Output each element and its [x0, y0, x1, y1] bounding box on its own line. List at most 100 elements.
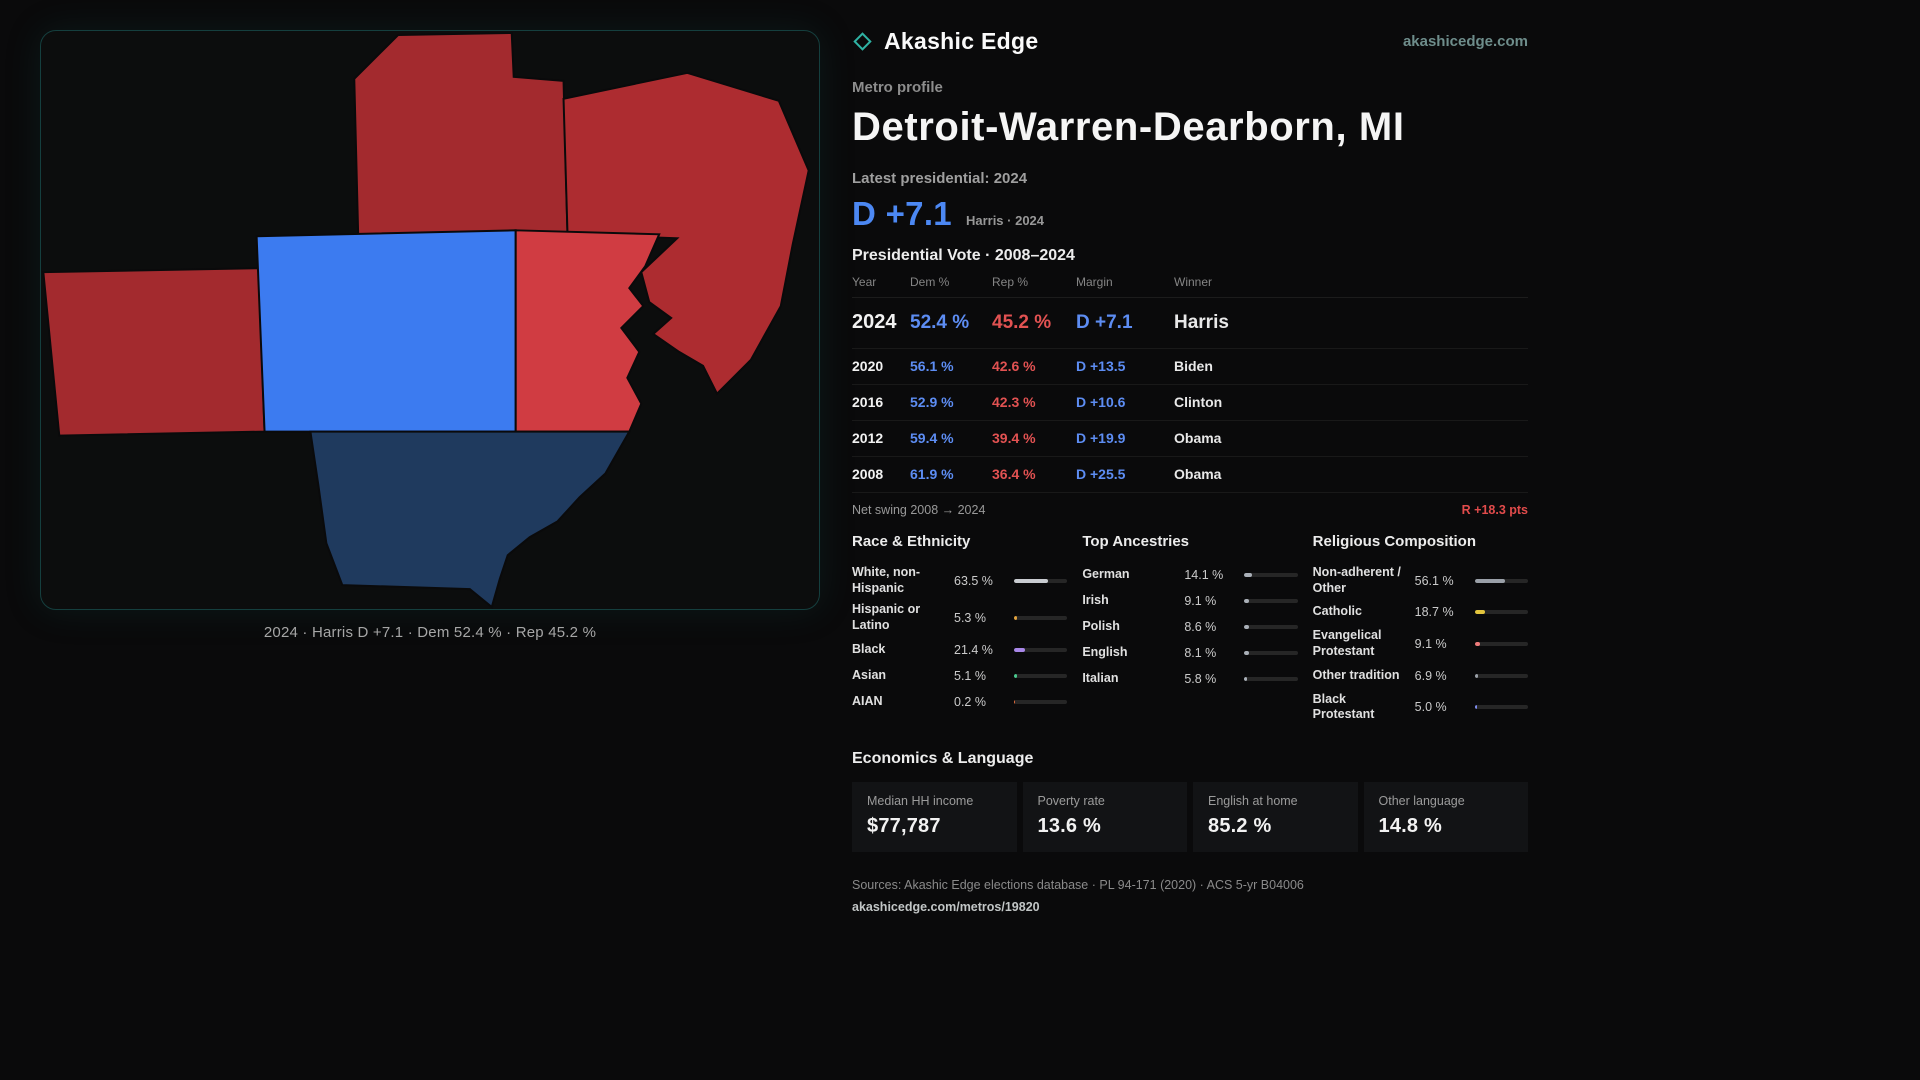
demo-row: English 8.1 % — [1082, 640, 1298, 666]
vote-year: 2008 — [852, 466, 884, 482]
vote-dem-share: 52.4 % — [910, 312, 970, 333]
vote-year: 2016 — [852, 394, 884, 410]
demo-row: Non-adherent / Other 56.1 % — [1313, 562, 1528, 599]
demo-bar-fill — [1014, 647, 1026, 652]
demo-value: 0.2 % — [954, 694, 986, 709]
vote-margin: D +19.9 — [1076, 430, 1126, 446]
religion-column: Religious Composition Non-adherent / Oth… — [1313, 533, 1528, 726]
vote-row-2012: 2012 59.4 % 39.4 % D +19.9 Obama — [852, 421, 1528, 457]
col-year: Year — [852, 275, 877, 289]
demo-bar-fill — [1244, 651, 1249, 655]
demo-label: Polish — [1082, 619, 1120, 634]
brand-site-link[interactable]: akashicedge.com — [1402, 33, 1528, 50]
demo-label: German — [1082, 567, 1130, 582]
col-rep: Rep % — [992, 275, 1029, 289]
demo-value: 9.1 % — [1414, 636, 1447, 651]
vote-winner: Biden — [1174, 358, 1213, 374]
race-ethnicity-column: Race & Ethnicity White, non-Hispanic 63.… — [852, 533, 1068, 726]
demo-bar-fill — [1244, 573, 1252, 577]
demo-label: Black — [852, 641, 886, 656]
stat-value: 13.6 % — [1037, 814, 1101, 837]
vote-row-2020: 2020 56.1 % 42.6 % D +13.5 Biden — [852, 349, 1528, 385]
demo-bar-track — [1244, 573, 1298, 577]
demo-value: 21.4 % — [954, 642, 993, 657]
page-title: Detroit-Warren-Dearborn, MI — [852, 105, 1405, 149]
demo-row: Irish 9.1 % — [1082, 588, 1298, 614]
demo-bar-fill — [1474, 610, 1485, 615]
stat-median-income: Median HH income $77,787 — [852, 781, 1017, 852]
headline-margin-note: Harris · 2024 — [965, 213, 1045, 228]
ancestries-title: Top Ancestries — [1082, 533, 1190, 550]
stat-poverty-rate: Poverty rate 13.6 % — [1022, 781, 1187, 852]
map-panel — [40, 30, 820, 610]
demo-value: 63.5 % — [954, 573, 993, 588]
map-region-east[interactable] — [514, 229, 661, 433]
metro-permalink[interactable]: akashicedge.com/metros/19820 — [852, 899, 1040, 914]
demo-label: AIAN — [852, 693, 883, 708]
demo-value: 5.0 % — [1414, 700, 1447, 715]
map-region-top-center[interactable] — [353, 31, 569, 240]
map-region-northeast[interactable] — [562, 71, 810, 396]
stat-label: English at home — [1208, 793, 1298, 808]
demo-label: White, non-Hispanic — [852, 565, 921, 595]
demo-bar-track — [1244, 625, 1298, 629]
col-winner: Winner — [1174, 275, 1213, 289]
vote-row-2016: 2016 52.9 % 42.3 % D +10.6 Clinton — [852, 385, 1528, 421]
vote-margin: D +13.5 — [1076, 358, 1126, 374]
demo-label: Italian — [1082, 671, 1119, 686]
demo-row: Asian 5.1 % — [852, 663, 1068, 689]
demo-row: Catholic 18.7 % — [1313, 599, 1528, 625]
demographics-section: Race & Ethnicity White, non-Hispanic 63.… — [852, 533, 1528, 726]
demo-bar-track — [1474, 641, 1528, 646]
demo-bar-track — [1474, 578, 1528, 583]
demo-value: 6.9 % — [1414, 668, 1447, 683]
demo-row: White, non-Hispanic 63.5 % — [852, 562, 1068, 599]
vote-rep-share: 36.4 % — [992, 466, 1036, 482]
demo-value: 5.1 % — [954, 668, 986, 683]
stat-value: 14.8 % — [1378, 814, 1442, 837]
demo-bar-track — [1244, 599, 1298, 603]
religion-title: Religious Composition — [1312, 533, 1476, 550]
map-region-south-navy[interactable] — [309, 430, 632, 609]
demo-label: Catholic — [1312, 604, 1362, 619]
col-margin: Margin — [1076, 275, 1113, 289]
demo-label: Asian — [852, 667, 887, 682]
brand-name: Akashic Edge — [884, 28, 1039, 54]
demo-bar-track — [1014, 578, 1068, 583]
map-region-west[interactable] — [42, 267, 266, 437]
demo-row: AIAN 0.2 % — [852, 689, 1068, 715]
demo-bar-track — [1014, 673, 1068, 678]
stat-label: Median HH income — [867, 793, 974, 808]
vote-winner: Obama — [1174, 430, 1222, 446]
headline-margin: D +7.1 — [852, 195, 952, 232]
demo-value: 18.7 % — [1414, 605, 1454, 620]
demo-bar-fill — [1244, 599, 1250, 603]
vote-table-title: Presidential Vote · 2008–2024 — [852, 247, 1075, 264]
demo-label: Other tradition — [1312, 667, 1400, 682]
vote-rep-share: 42.6 % — [992, 358, 1036, 374]
demo-row: Evangelical Protestant 9.1 % — [1313, 625, 1528, 662]
economics-title: Economics & Language — [852, 749, 1034, 767]
vote-table-header: Year Dem % Rep % Margin Winner — [852, 275, 1528, 298]
vote-winner: Harris — [1174, 312, 1229, 333]
vote-dem-share: 56.1 % — [910, 358, 954, 374]
map-caption: 2024 · Harris D +7.1 · Dem 52.4 % · Rep … — [263, 624, 597, 641]
demo-value: 56.1 % — [1414, 573, 1454, 588]
demo-label: Non-adherent / Other — [1312, 565, 1401, 595]
demo-bar-fill — [1014, 578, 1048, 583]
vote-year: 2020 — [852, 358, 884, 374]
demo-label: Irish — [1082, 593, 1109, 608]
footer: Sources: Akashic Edge elections database… — [852, 878, 1528, 916]
map-region-center-blue[interactable] — [255, 229, 517, 433]
demo-bar-track — [1474, 610, 1528, 615]
demo-row: Italian 5.8 % — [1082, 666, 1298, 692]
demo-bar-fill — [1244, 677, 1248, 681]
demo-bar-track — [1474, 673, 1528, 678]
demo-bar-track — [1014, 647, 1068, 652]
demo-value: 5.3 % — [954, 610, 986, 625]
demo-bar-fill — [1474, 578, 1505, 583]
vote-winner: Clinton — [1174, 394, 1223, 410]
vote-winner: Obama — [1174, 466, 1222, 482]
vote-margin: D +25.5 — [1076, 466, 1126, 482]
